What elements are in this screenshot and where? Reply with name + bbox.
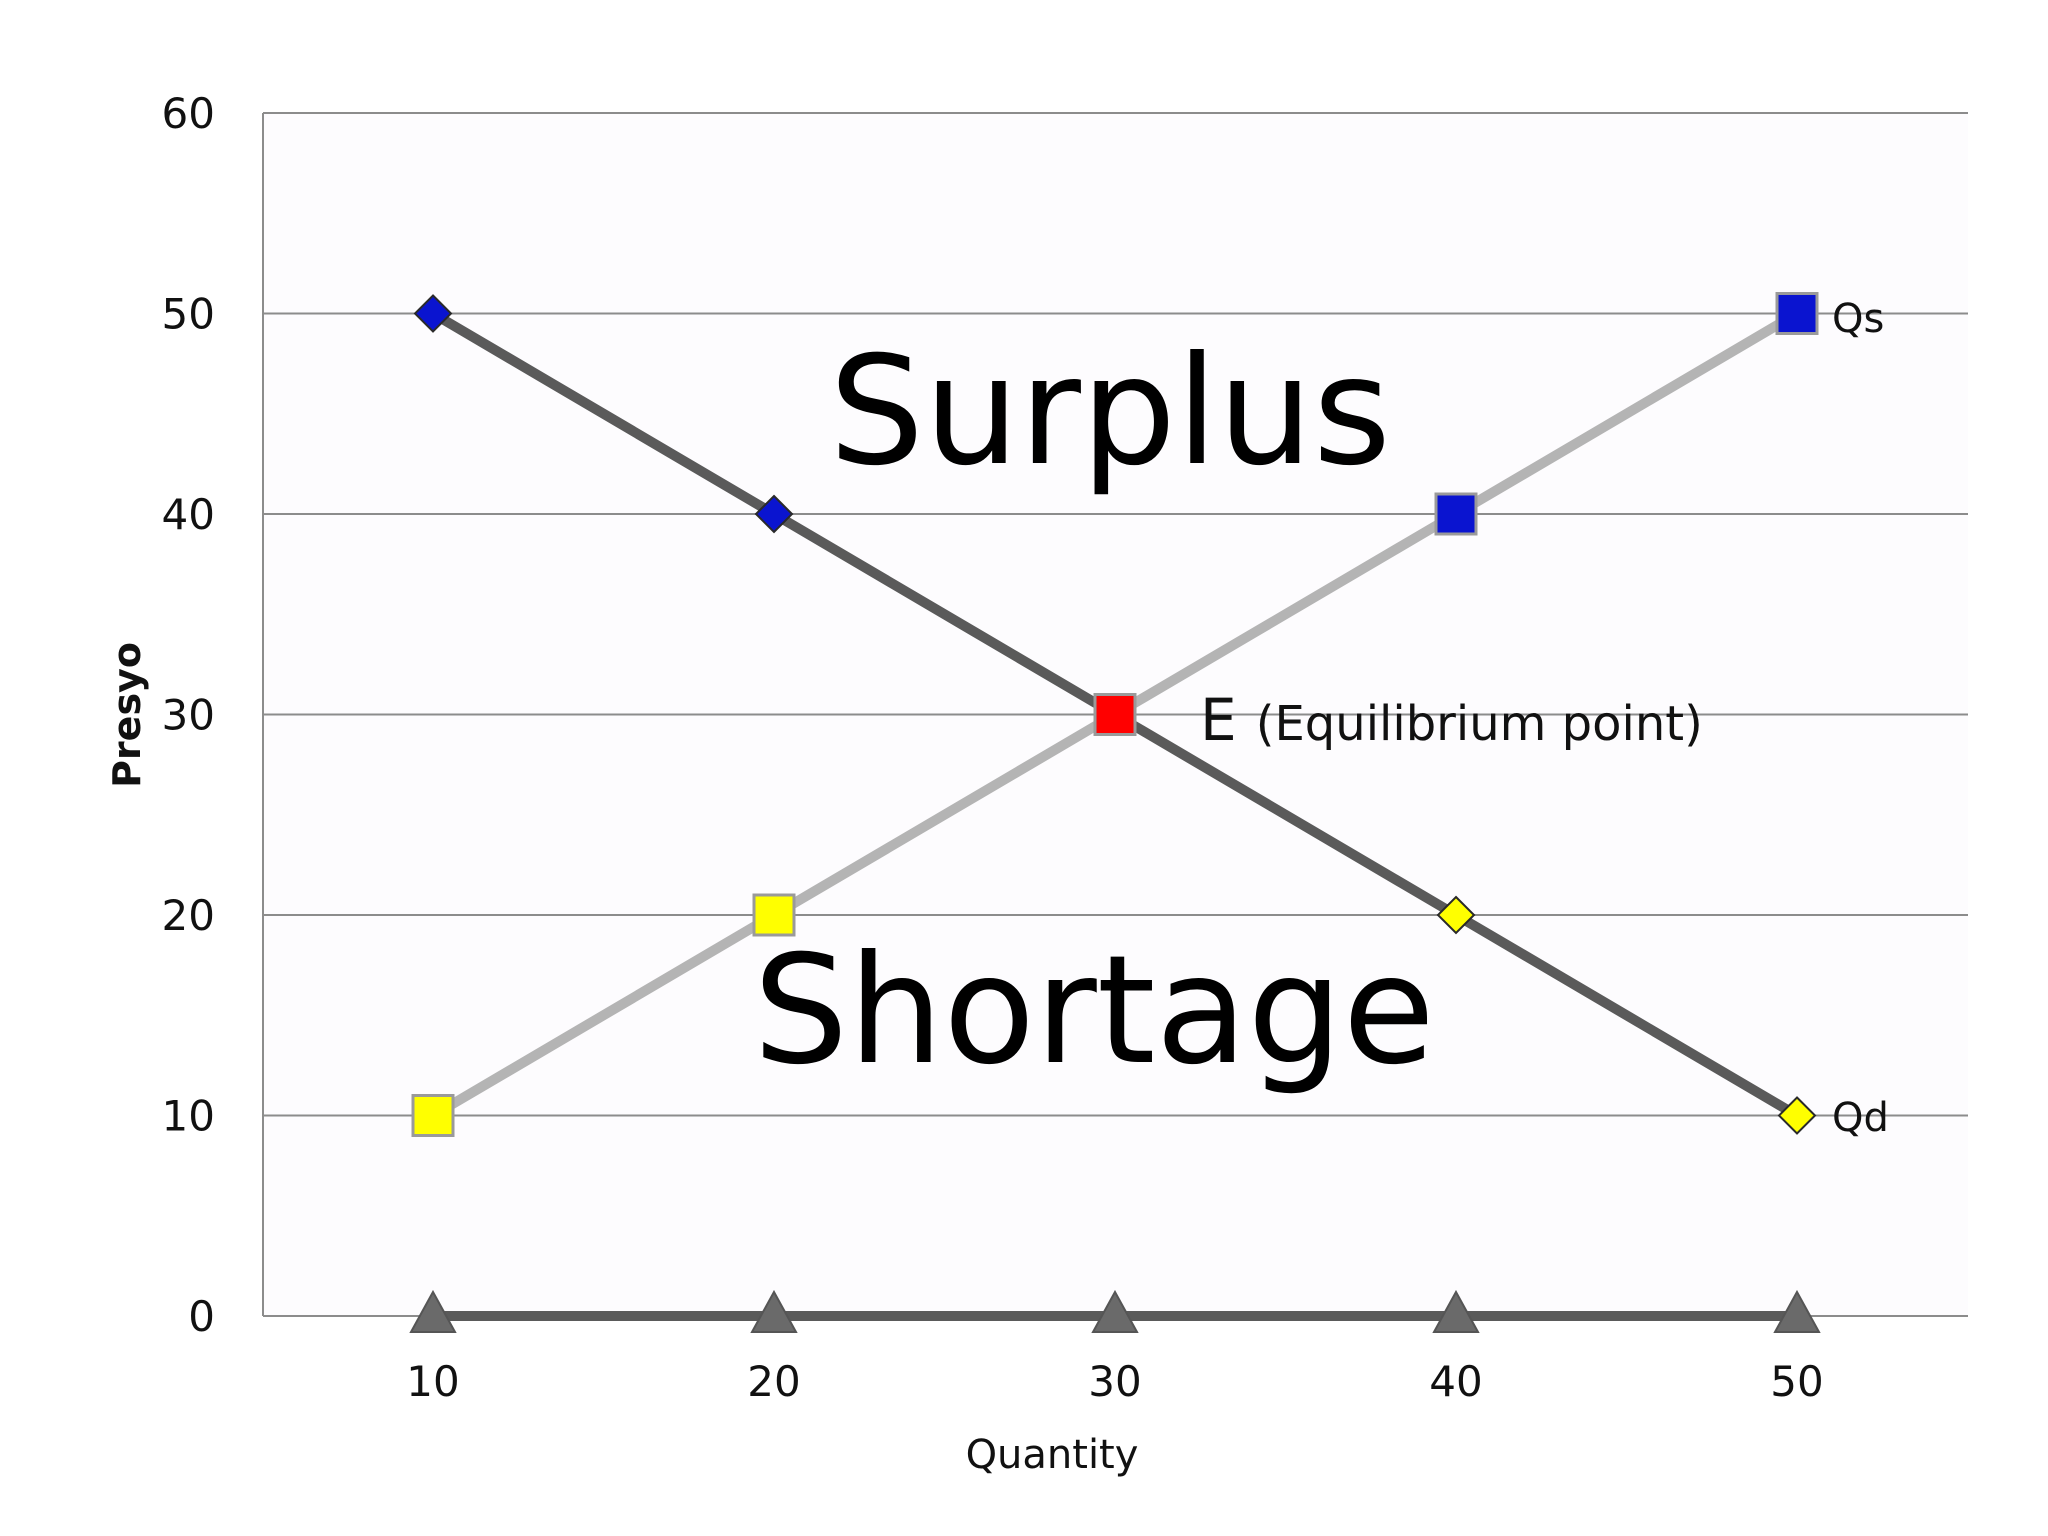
y-tick-labels: 0 10 20 30 40 50 60 xyxy=(162,89,215,1341)
series-label-qs: Qs xyxy=(1832,296,1884,342)
x-tick-label: 10 xyxy=(406,1357,459,1406)
marker-diamond xyxy=(413,294,453,333)
x-axis-title: Quantity xyxy=(966,1432,1139,1478)
x-tick-label: 50 xyxy=(1770,1357,1823,1406)
marker-triangle xyxy=(1091,1289,1139,1333)
equilibrium-letter: E xyxy=(1200,686,1237,754)
marker-triangle xyxy=(750,1289,798,1333)
y-tick-label: 40 xyxy=(162,490,215,539)
marker-diamond xyxy=(754,494,794,534)
y-tick-label: 20 xyxy=(162,891,215,940)
equilibrium-marker xyxy=(1093,693,1137,736)
x-tick-label: 40 xyxy=(1429,1357,1482,1406)
y-tick-label: 60 xyxy=(162,89,215,138)
equilibrium-annotation: E (Equilibrium point) xyxy=(1200,686,1703,754)
series-markers xyxy=(409,292,1821,1333)
x-tick-labels: 10 20 30 40 50 xyxy=(406,1357,1823,1406)
marker-square xyxy=(1775,292,1819,335)
marker-square xyxy=(752,893,796,937)
marker-triangle xyxy=(1432,1289,1480,1333)
y-tick-label: 10 xyxy=(162,1092,215,1141)
marker-diamond xyxy=(1777,1096,1817,1135)
equilibrium-text: (Equilibrium point) xyxy=(1256,696,1703,752)
marker-square xyxy=(411,1094,455,1137)
marker-square xyxy=(1434,492,1478,536)
y-axis-title: Presyo xyxy=(105,642,149,788)
shortage-label: Shortage xyxy=(753,924,1435,1098)
y-tick-label: 30 xyxy=(162,691,215,740)
y-tick-label: 0 xyxy=(188,1292,215,1341)
y-tick-label: 50 xyxy=(162,290,215,339)
marker-triangle xyxy=(1773,1289,1821,1333)
series-label-qd: Qd xyxy=(1832,1095,1889,1141)
marker-diamond xyxy=(1436,895,1476,935)
marker-triangle xyxy=(409,1289,457,1333)
surplus-label: Surplus xyxy=(829,325,1391,499)
x-tick-label: 30 xyxy=(1088,1357,1141,1406)
x-tick-label: 20 xyxy=(747,1357,800,1406)
